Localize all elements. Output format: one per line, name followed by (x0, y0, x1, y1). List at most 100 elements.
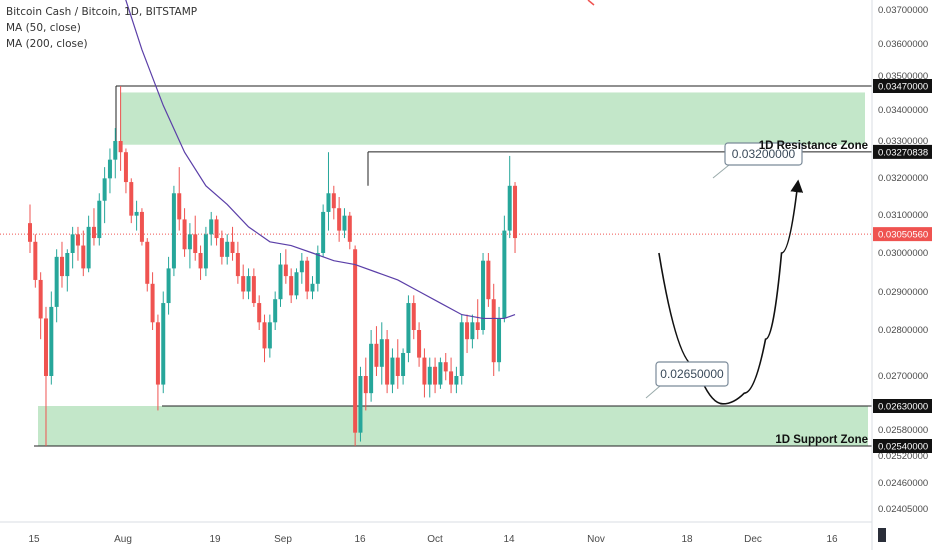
candle-body (262, 322, 267, 349)
y-tick-label: 0.03500000 (878, 71, 928, 82)
candle-body (401, 353, 406, 376)
candle-body (177, 193, 182, 220)
candle-body (486, 260, 491, 300)
y-tick-label: 0.02405000 (878, 504, 928, 515)
candle-body (321, 211, 326, 253)
candle-body (449, 371, 454, 385)
x-tick-label: 19 (209, 534, 221, 545)
candle-body (294, 272, 299, 296)
candle-body (390, 357, 395, 385)
y-tick-label: 0.03200000 (878, 173, 928, 184)
candle-body (91, 226, 96, 239)
candle-body (385, 339, 390, 385)
annotation-target-high-pointer (712, 164, 730, 179)
candle-body (283, 264, 288, 277)
y-tick-label: 0.02460000 (878, 478, 928, 489)
candle-body (433, 366, 438, 385)
candle-body (113, 141, 118, 160)
zone-label-support: 1D Support Zone (775, 434, 868, 446)
y-tick-label: 0.03700000 (878, 5, 928, 16)
y-tick-label: 0.03100000 (878, 210, 928, 221)
candle-body (241, 276, 246, 292)
x-tick-label: 14 (503, 534, 515, 545)
x-tick-label: 15 (28, 534, 40, 545)
y-tick-label: 0.02520000 (878, 451, 928, 462)
candle-body (123, 152, 128, 183)
candle-body (161, 303, 166, 385)
candle-body (129, 182, 134, 216)
candle-body (331, 193, 336, 209)
y-tick-label: 0.03300000 (878, 136, 928, 147)
candle-body (225, 241, 230, 257)
x-tick-label: 16 (826, 534, 838, 545)
candle-body (182, 219, 187, 250)
candle-body (65, 253, 70, 277)
candle-body (97, 200, 102, 239)
x-tick-label: Oct (427, 534, 443, 545)
y-tick-label: 0.02800000 (878, 325, 928, 336)
candle-body (118, 141, 123, 153)
zone-label-resistance: 1D Resistance Zone (759, 140, 868, 152)
chart-legend: Bitcoin Cash / Bitcoin, 1D, BITSTAMP MA … (6, 4, 197, 52)
price-label-box (873, 227, 932, 242)
candle-body (198, 253, 203, 269)
candle-body (310, 283, 315, 292)
annotation-target-high-text: 0.03200000 (732, 147, 796, 161)
y-tick-label: 0.02900000 (878, 287, 928, 298)
candle-body (150, 283, 155, 323)
candle-body (278, 264, 283, 300)
x-tick-label: Sep (274, 534, 292, 545)
candle-body (70, 234, 75, 253)
candle-body (299, 260, 304, 273)
candle-body (411, 303, 416, 330)
candle-body (497, 318, 502, 363)
price-label-support-line: 0.02540000 (878, 442, 928, 453)
annotation-target-low-text: 0.02650000 (660, 367, 724, 381)
candle-body (134, 211, 139, 216)
candle-body (459, 322, 464, 376)
price-label-box (873, 439, 932, 453)
annotation-target-low-box (655, 361, 729, 387)
candle-body (49, 306, 54, 376)
y-tick-label: 0.02700000 (878, 371, 928, 382)
candle-body (289, 276, 294, 296)
candle-body (422, 357, 427, 385)
candle-body (406, 303, 411, 353)
ma200-line (125, 0, 516, 320)
candle-body (43, 318, 48, 376)
price-label-current-price: 0.03050560 (878, 230, 928, 241)
candle-body (326, 193, 331, 212)
legend-ma50: MA (50, close) (6, 22, 81, 34)
annotation-target-low-pointer (645, 385, 661, 399)
candle-body (107, 159, 112, 179)
candle-body (465, 322, 470, 340)
price-label-box (873, 79, 932, 93)
candle-body (38, 279, 43, 319)
candle-body (209, 219, 214, 235)
candle-body (342, 215, 347, 231)
candle-body (273, 299, 278, 323)
price-label-box (873, 144, 932, 159)
candle-body (28, 223, 32, 242)
candle-body (235, 253, 240, 277)
candle-body (315, 253, 320, 284)
candle-body (369, 343, 374, 394)
candle-body (475, 322, 480, 330)
candle-body (379, 339, 384, 367)
candle-body (347, 215, 352, 242)
x-tick-label: 18 (681, 534, 693, 545)
candle-body (363, 376, 368, 394)
corner-settings-icon (878, 528, 886, 542)
price-label-resistance-line: 0.03270838 (878, 147, 928, 158)
offscreen-marker (587, 0, 595, 6)
symbol-title: Bitcoin Cash / Bitcoin, 1D, BITSTAMP (6, 6, 198, 18)
x-tick-label: Nov (587, 534, 605, 545)
candle-body (374, 343, 379, 367)
candle-body (251, 276, 256, 304)
candle-body (257, 303, 262, 323)
candle-body (171, 193, 176, 269)
candle-body (214, 219, 219, 239)
candle-body (470, 322, 475, 340)
x-tick-label: Aug (114, 534, 132, 545)
